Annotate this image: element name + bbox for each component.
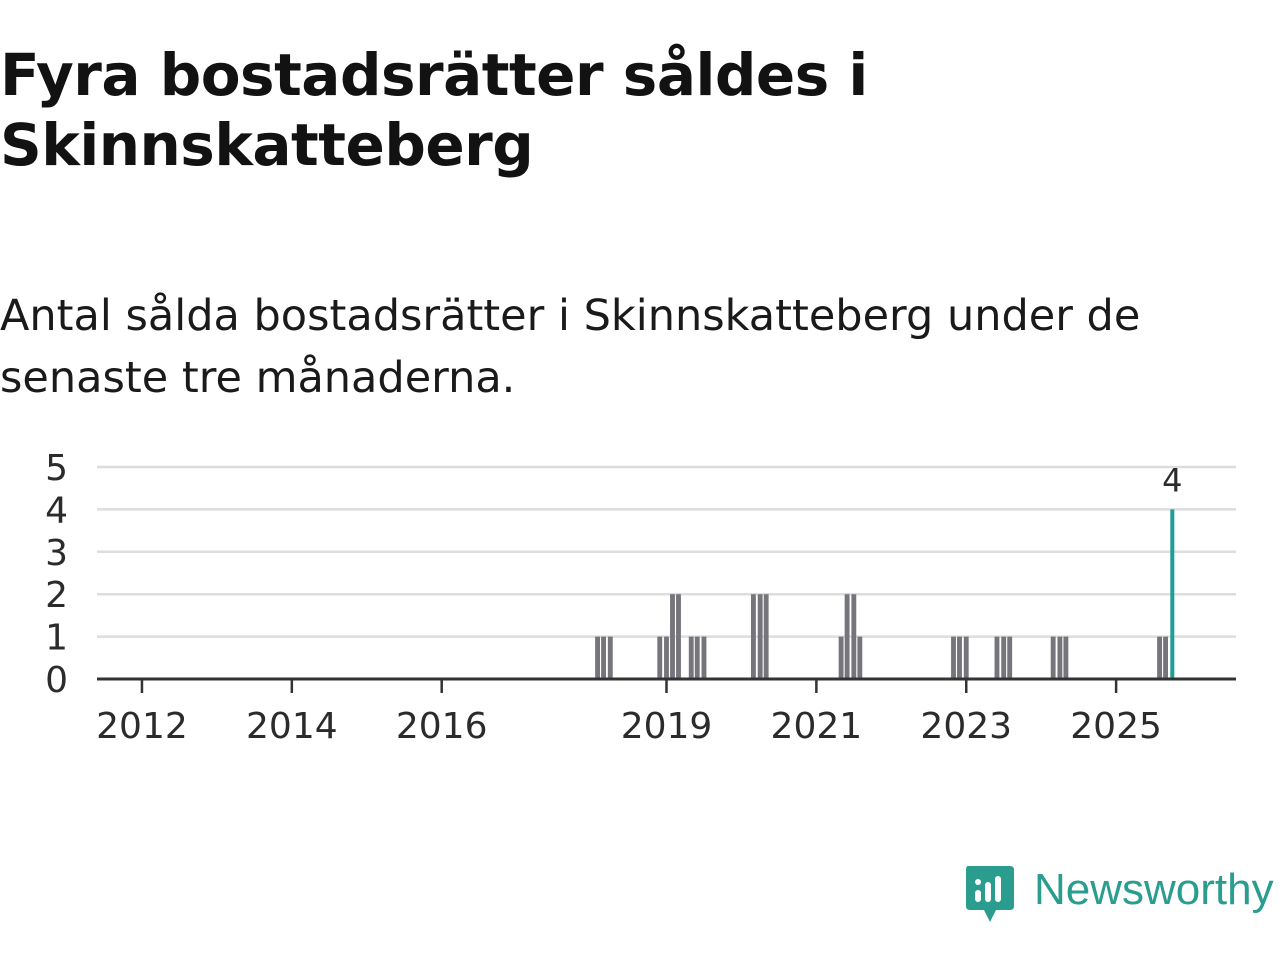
bar	[676, 594, 681, 679]
x-tick-label: 2019	[621, 706, 713, 747]
bar	[951, 636, 956, 679]
highlight-value-label: 4	[1162, 461, 1182, 499]
bar	[957, 636, 962, 679]
bar	[595, 636, 600, 679]
bar	[1157, 636, 1163, 679]
bar	[1163, 636, 1168, 679]
x-tick-label: 2023	[920, 706, 1012, 747]
highlight-bar	[1170, 509, 1175, 679]
y-tick-label: 2	[45, 575, 68, 616]
bar	[664, 636, 669, 679]
chart-title: Fyra bostadsrätter såldes i Skinnskatteb…	[0, 41, 868, 179]
bar	[1007, 636, 1013, 679]
x-tick-label: 2016	[396, 706, 488, 747]
y-tick-label: 5	[45, 448, 68, 489]
bar	[838, 636, 844, 679]
y-tick-label: 1	[45, 618, 68, 659]
bar	[701, 636, 707, 679]
bar	[857, 636, 863, 679]
bar	[1057, 636, 1063, 679]
bar	[607, 636, 613, 679]
bar	[844, 594, 850, 679]
bar	[601, 636, 606, 679]
bar	[694, 636, 700, 679]
bar	[1063, 636, 1069, 679]
bar	[963, 636, 969, 679]
bar	[688, 636, 694, 679]
y-tick-label: 4	[45, 490, 68, 531]
bar	[1050, 636, 1056, 679]
gridlines	[97, 465, 1236, 638]
bar	[763, 594, 769, 679]
bar	[851, 594, 857, 679]
x-tick-label: 2012	[96, 706, 188, 747]
bar	[670, 594, 675, 679]
bar	[657, 636, 663, 679]
bar	[757, 594, 763, 679]
newsworthy-logo: Newsworthy	[962, 862, 1280, 932]
bar	[1001, 636, 1007, 679]
y-tick-label: 0	[45, 660, 68, 701]
chart-subtitle: Antal sålda bostadsrätter i Skinnskatteb…	[0, 291, 1141, 403]
newsworthy-logo-icon	[966, 866, 1014, 922]
bars	[595, 509, 1175, 679]
bar	[750, 594, 756, 679]
brand-name: Newsworthy	[1034, 865, 1274, 914]
y-tick-label: 3	[45, 533, 68, 574]
bar	[994, 636, 1000, 679]
axes	[97, 677, 1236, 693]
x-tick-label: 2014	[246, 706, 338, 747]
x-tick-label: 2021	[771, 706, 863, 747]
x-tick-label: 2025	[1070, 706, 1162, 747]
